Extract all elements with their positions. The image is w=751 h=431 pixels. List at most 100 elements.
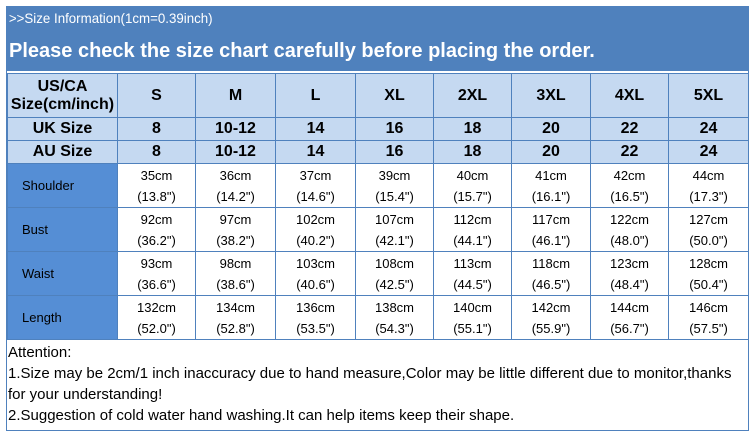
measurement-cell: 112cm (44.1") (433, 207, 512, 252)
cm-value: 122cm (609, 211, 650, 227)
header-banner: >>Size Information(1cm=0.39inch) Please … (7, 7, 748, 73)
size-header: S (117, 73, 196, 118)
measurement-cell: 117cm (46.1") (511, 207, 591, 252)
inch-value: (52.0") (137, 320, 176, 336)
inch-value: (44.1") (453, 232, 492, 248)
au-size-row: AU Size 8 10-12 14 16 18 20 22 24 (7, 140, 749, 164)
measurement-cell: 92cm (36.2") (117, 207, 196, 252)
header-row: US/CA Size(cm/inch) S M L XL 2XL 3XL 4XL 5XL (7, 73, 749, 118)
measurement-cell: 37cm (14.6") (275, 163, 356, 208)
inch-value: (50.4") (689, 276, 728, 292)
inch-value: (36.2") (137, 232, 176, 248)
cm-value: 103cm (295, 255, 336, 271)
cm-value: 93cm (140, 255, 173, 271)
table-row: Shoulder 35cm (13.8") 36cm (14.2") 37cm (14.6"… (7, 163, 749, 208)
inch-value: (15.4") (375, 188, 414, 204)
cm-value: 117cm (531, 211, 571, 227)
inch-value: (42.5") (375, 276, 414, 292)
inch-value: (55.1") (453, 320, 492, 336)
size-header: M (195, 73, 276, 118)
size-header: 5XL (668, 73, 749, 118)
au-size-value: 8 (117, 140, 196, 164)
measurement-cell: 93cm (36.6") (117, 251, 196, 296)
inch-value: (48.0") (610, 232, 649, 248)
inch-value: (17.3") (689, 188, 728, 204)
corner-header: US/CA Size(cm/inch) (7, 73, 118, 118)
inch-value: (56.7") (610, 320, 649, 336)
cm-value: 142cm (531, 299, 571, 315)
attention-line: 2.Suggestion of cold water hand washing.… (8, 407, 515, 424)
inch-value: (54.3") (375, 320, 414, 336)
measurement-cell: 102cm (40.2") (275, 207, 356, 252)
au-size-value: 16 (355, 140, 434, 164)
attention-notes: Attention: 1.Size may be 2cm/1 inch inac… (7, 340, 748, 430)
uk-size-value: 20 (511, 117, 591, 141)
inch-value: (16.5") (610, 188, 649, 204)
cm-value: 108cm (374, 255, 415, 271)
size-info-subtitle: Please check the size chart carefully be… (9, 40, 595, 62)
measurement-cell: 123cm (48.4") (590, 251, 669, 296)
uk-size-value: 10-12 (195, 117, 276, 141)
measurement-cell: 136cm (53.5") (275, 295, 356, 340)
uk-size-value: 8 (117, 117, 196, 141)
measurement-cell: 42cm (16.5") (590, 163, 669, 208)
cm-value: 118cm (531, 255, 571, 271)
measurement-cell: 113cm (44.5") (433, 251, 512, 296)
measurement-cell: 127cm (50.0") (668, 207, 749, 252)
measurement-cell: 142cm (55.9") (511, 295, 591, 340)
cm-value: 102cm (295, 211, 336, 227)
table-row: Length 132cm (52.0") 134cm (52.8") 136cm (53.5… (7, 295, 749, 340)
inch-value: (13.8") (137, 188, 176, 204)
inch-value: (50.0") (689, 232, 728, 248)
measurement-cell: 107cm (42.1") (355, 207, 434, 252)
attention-line: 1.Size may be 2cm/1 inch inaccuracy due … (8, 365, 732, 403)
inch-value: (38.2") (216, 232, 255, 248)
cm-value: 37cm (299, 167, 332, 183)
inch-value: (52.8") (216, 320, 255, 336)
measurement-label: Waist (7, 251, 118, 296)
uk-size-value: 22 (590, 117, 669, 141)
measurement-cell: 144cm (56.7") (590, 295, 669, 340)
uk-size-value: 14 (275, 117, 356, 141)
measurement-cell: 97cm (38.2") (195, 207, 276, 252)
inch-value: (16.1") (531, 188, 571, 204)
cm-value: 40cm (456, 167, 489, 183)
inch-value: (40.6") (296, 276, 335, 292)
uk-size-value: 18 (433, 117, 512, 141)
cm-value: 107cm (374, 211, 415, 227)
table-row: Bust 92cm (36.2") 97cm (38.2") 102cm (40.2") 10… (7, 207, 749, 252)
measurement-cell: 122cm (48.0") (590, 207, 669, 252)
inch-value: (57.5") (689, 320, 728, 336)
uk-size-value: 24 (668, 117, 749, 141)
au-size-value: 24 (668, 140, 749, 164)
measurement-cell: 108cm (42.5") (355, 251, 434, 296)
measurement-cell: 134cm (52.8") (195, 295, 276, 340)
cm-value: 146cm (688, 299, 729, 315)
uk-size-row: UK Size 8 10-12 14 16 18 20 22 24 (7, 117, 749, 141)
measurement-cell: 98cm (38.6") (195, 251, 276, 296)
inch-value: (44.5") (453, 276, 492, 292)
cm-value: 92cm (140, 211, 173, 227)
inch-value: (40.2") (296, 232, 335, 248)
au-size-value: 18 (433, 140, 512, 164)
cm-value: 140cm (452, 299, 493, 315)
inch-value: (55.9") (531, 320, 571, 336)
cm-value: 98cm (219, 255, 252, 271)
au-size-value: 14 (275, 140, 356, 164)
measurement-cell: 39cm (15.4") (355, 163, 434, 208)
cm-value: 123cm (609, 255, 650, 271)
cm-value: 97cm (219, 211, 252, 227)
cm-value: 144cm (609, 299, 650, 315)
measurement-cell: 35cm (13.8") (117, 163, 196, 208)
au-size-value: 20 (511, 140, 591, 164)
uk-size-label: UK Size (7, 117, 118, 141)
inch-value: (15.7") (453, 188, 492, 204)
cm-value: 35cm (140, 167, 173, 183)
cm-value: 127cm (688, 211, 729, 227)
au-size-value: 10-12 (195, 140, 276, 164)
measurement-cell: 103cm (40.6") (275, 251, 356, 296)
au-size-value: 22 (590, 140, 669, 164)
size-chart: >>Size Information(1cm=0.39inch) Please … (6, 6, 749, 431)
size-info-title: >>Size Information(1cm=0.39inch) (8, 10, 213, 26)
cm-value: 138cm (374, 299, 415, 315)
